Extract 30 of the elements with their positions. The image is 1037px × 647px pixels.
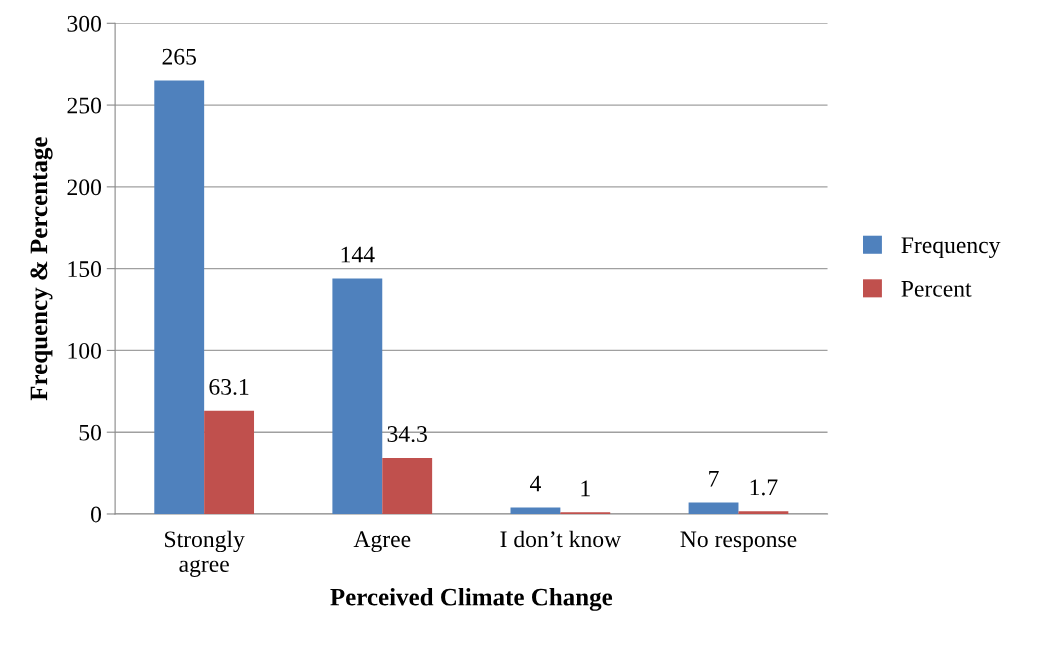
bar <box>204 410 255 514</box>
bar <box>154 80 205 514</box>
data-label: 7 <box>709 470 719 487</box>
data-label: 265 <box>162 48 197 65</box>
data-label: 34.3 <box>387 426 427 443</box>
bar <box>738 511 789 514</box>
data-label: 1.7 <box>750 479 778 496</box>
y-axis-title: Frequency & Percentage <box>30 137 53 401</box>
x-tick-label: No response <box>680 531 797 553</box>
y-tick-label: 100 <box>68 342 102 359</box>
data-label: 4 <box>529 475 541 492</box>
bar <box>332 278 383 514</box>
y-tick-label: 200 <box>67 179 102 196</box>
y-tick-label: 0 <box>91 506 102 523</box>
x-tick-label: Strongly agree <box>165 530 245 577</box>
bar <box>382 457 433 514</box>
y-tick-label: 50 <box>79 424 102 441</box>
y-tick-label: 300 <box>67 15 102 32</box>
x-tick-label: Agree <box>353 531 411 553</box>
bar <box>510 507 561 514</box>
y-tick-label: 250 <box>67 97 102 114</box>
y-tick-label: 150 <box>68 261 102 278</box>
legend-label: Frequency <box>901 237 1001 259</box>
x-axis-title: Perceived Climate Change <box>330 587 613 611</box>
x-tick-label: I don’t know <box>500 530 622 548</box>
data-label: 63.1 <box>209 378 249 395</box>
data-label: 144 <box>341 246 375 263</box>
bar <box>688 502 739 514</box>
legend-label: Percent <box>901 281 972 297</box>
data-label: 1 <box>581 480 590 497</box>
